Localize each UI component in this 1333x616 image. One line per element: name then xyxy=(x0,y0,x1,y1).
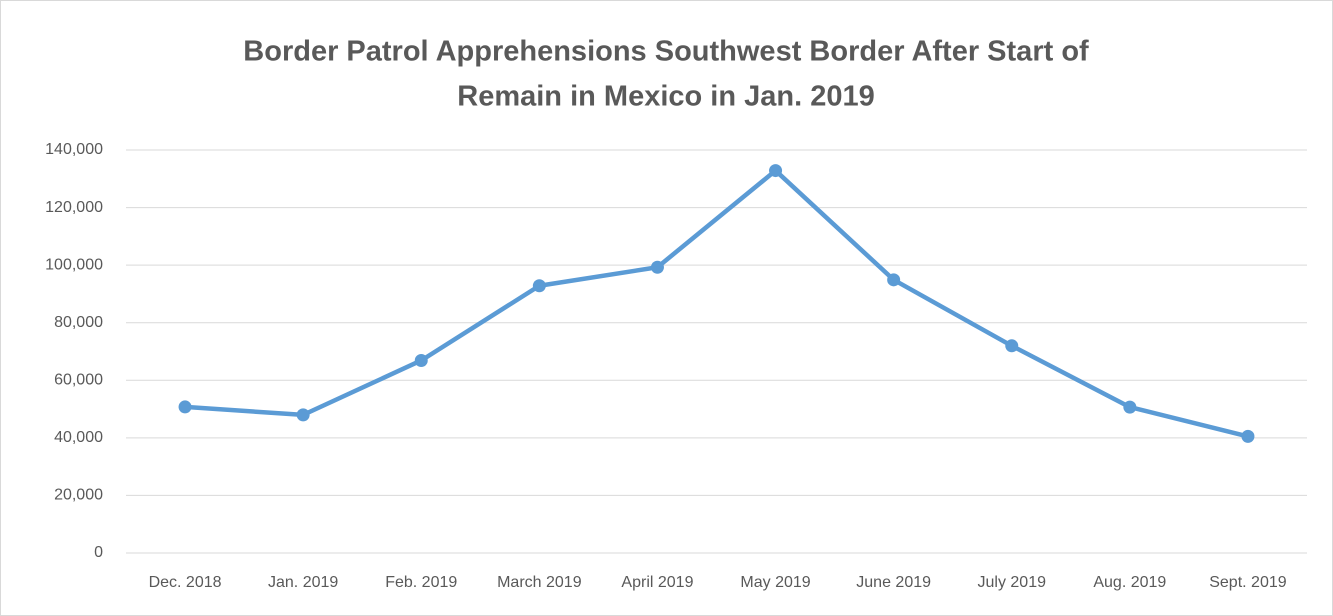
data-point xyxy=(296,408,310,422)
y-tick-label: 60,000 xyxy=(54,372,103,389)
y-tick-label: 40,000 xyxy=(54,429,103,446)
data-point xyxy=(650,260,664,274)
data-point xyxy=(769,164,783,178)
data-point xyxy=(414,353,428,367)
x-tick-label: June 2019 xyxy=(856,574,931,591)
data-point xyxy=(1123,400,1137,414)
data-point xyxy=(532,279,546,293)
x-tick-label: Feb. 2019 xyxy=(385,574,457,591)
x-tick-label: Dec. 2018 xyxy=(149,574,222,591)
data-point xyxy=(887,273,901,287)
chart-title: Remain in Mexico in Jan. 2019 xyxy=(457,81,874,113)
x-tick-label: March 2019 xyxy=(497,574,582,591)
x-tick-label: Sept. 2019 xyxy=(1209,574,1287,591)
x-tick-label: April 2019 xyxy=(621,574,693,591)
data-point xyxy=(178,400,192,414)
data-point xyxy=(1005,339,1019,353)
x-tick-label: July 2019 xyxy=(978,574,1047,591)
y-tick-label: 120,000 xyxy=(45,199,103,216)
y-tick-label: 140,000 xyxy=(45,141,103,158)
y-tick-label: 80,000 xyxy=(54,314,103,331)
x-tick-label: Jan. 2019 xyxy=(268,574,338,591)
x-tick-label: Aug. 2019 xyxy=(1093,574,1166,591)
y-tick-label: 20,000 xyxy=(54,487,103,504)
y-tick-label: 0 xyxy=(94,544,103,561)
data-line xyxy=(182,168,1251,439)
data-point xyxy=(1241,429,1255,443)
x-tick-label: May 2019 xyxy=(740,574,810,591)
chart-title: Border Patrol Apprehensions Southwest Bo… xyxy=(243,36,1089,68)
y-tick-label: 100,000 xyxy=(45,256,103,273)
